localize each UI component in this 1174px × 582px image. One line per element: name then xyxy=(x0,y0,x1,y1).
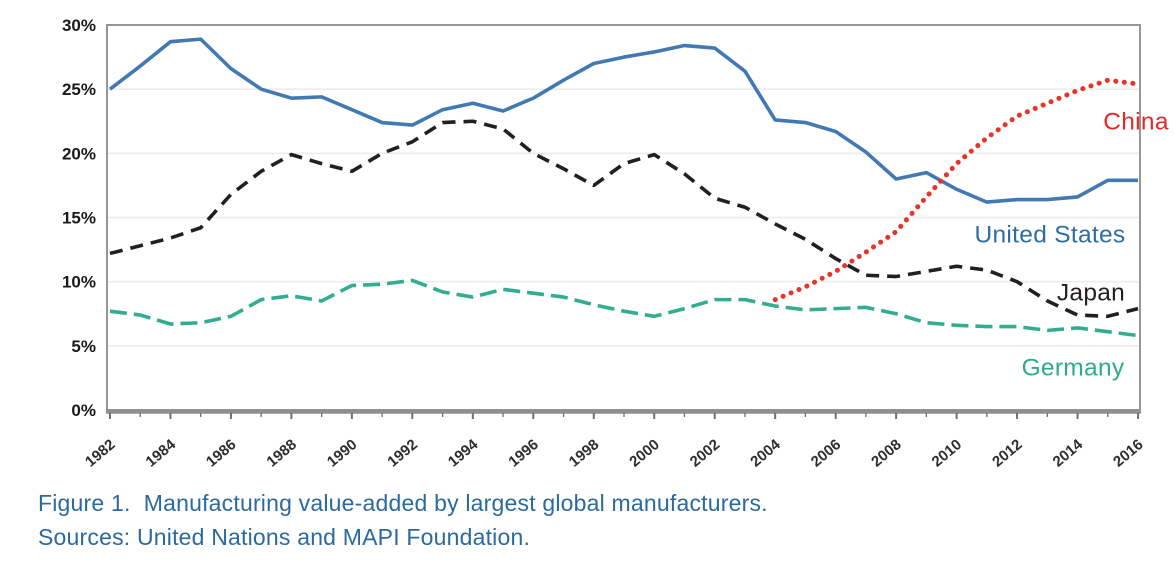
series-line-united-states xyxy=(108,37,1138,204)
x-tick-label: 2008 xyxy=(868,436,904,470)
series-line-china xyxy=(772,77,1141,303)
x-tick-label: 1982 xyxy=(82,436,118,470)
y-tick-label: 20% xyxy=(62,144,96,163)
y-tick-label: 25% xyxy=(62,80,96,99)
x-tick-label: 1992 xyxy=(384,436,420,470)
x-tick-label: 2002 xyxy=(687,436,723,470)
x-tick-label: 1984 xyxy=(143,436,180,471)
caption-line-2: Sources: United Nations and MAPI Foundat… xyxy=(38,523,531,550)
series-label-china: China xyxy=(1103,109,1169,136)
x-tick-label: 2004 xyxy=(747,436,784,471)
y-tick-label: 5% xyxy=(71,337,96,356)
series-line-japan xyxy=(109,119,1139,319)
y-tick-label: 15% xyxy=(62,209,96,228)
y-tick-label: 0% xyxy=(71,401,96,420)
series-line-germany xyxy=(109,278,1139,338)
y-tick-label: 30% xyxy=(62,16,96,35)
x-tick-label: 2006 xyxy=(808,436,844,470)
y-tick-label: 10% xyxy=(62,273,96,292)
x-tick-label: 1988 xyxy=(263,436,299,470)
series-label-germany: Germany xyxy=(1022,355,1125,382)
x-tick-label: 1990 xyxy=(324,436,360,470)
x-tick-label: 2010 xyxy=(929,436,965,470)
x-tick-label: 2014 xyxy=(1050,436,1087,471)
x-tick-label: 1998 xyxy=(566,436,602,470)
figure-caption: Figure 1. Manufacturing value-added by l… xyxy=(38,487,1138,554)
x-tick-label: 2016 xyxy=(1110,436,1146,470)
caption-line-1: Figure 1. Manufacturing value-added by l… xyxy=(38,490,768,516)
series-label-japan: Japan xyxy=(1057,280,1125,307)
series-label-united-states: United States xyxy=(975,222,1126,249)
x-tick-label: 2000 xyxy=(626,436,662,470)
x-tick-label: 2012 xyxy=(989,436,1025,470)
x-tick-label: 1996 xyxy=(505,436,541,470)
chart-svg: 1982 1984 1986 1988 1990 1992 1994 1996 1998 2000… xyxy=(62,16,1169,471)
x-tick-label: 1986 xyxy=(203,436,239,470)
x-tick-label: 1994 xyxy=(445,436,482,471)
manufacturing-share-chart: 1982 1984 1986 1988 1990 1992 1994 1996 1998 2000… xyxy=(62,16,1169,471)
